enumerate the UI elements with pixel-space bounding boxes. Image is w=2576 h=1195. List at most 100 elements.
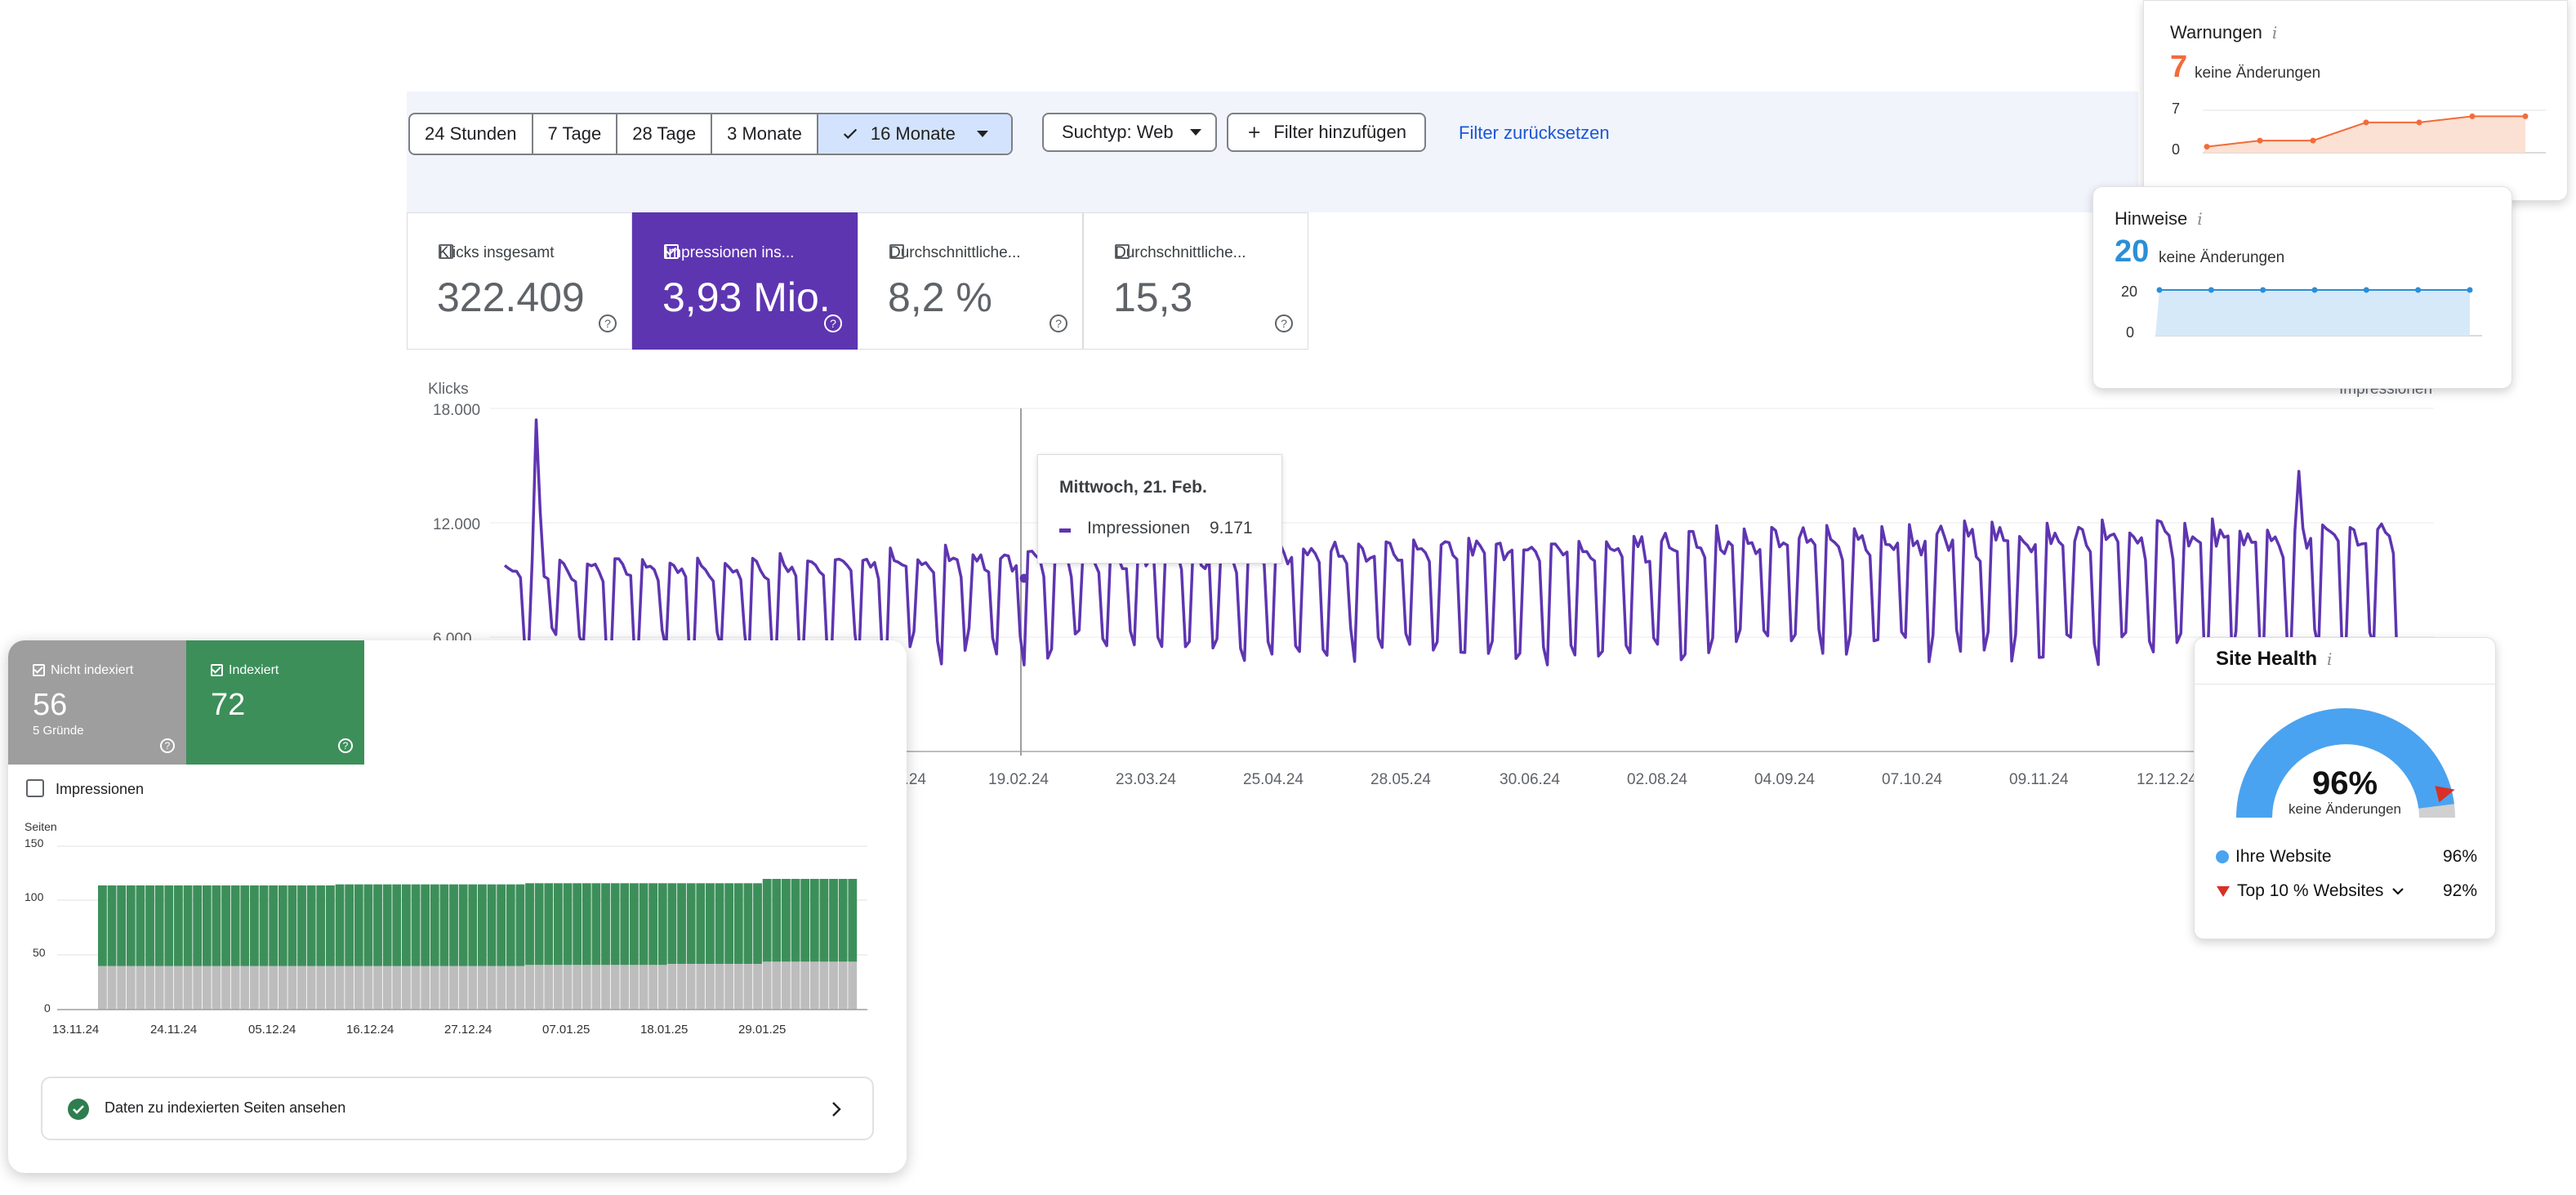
- help-icon[interactable]: ?: [1050, 314, 1067, 332]
- not-indexed-bar: [848, 961, 858, 1010]
- plus-icon: [1249, 127, 1260, 138]
- indexed-bar: [382, 884, 392, 966]
- info-icon[interactable]: i: [2197, 209, 2203, 229]
- y-tick-label: 12.000: [433, 516, 481, 533]
- warnings-card[interactable]: Warnungen i 7 keine Änderungen 7 0: [2143, 0, 2568, 201]
- x-tick-label: 04.09.24: [1754, 771, 1815, 788]
- not-indexed-bar: [582, 965, 591, 1010]
- help-icon[interactable]: ?: [160, 738, 175, 753]
- indexed-bar: [743, 883, 753, 964]
- not-indexed-bar: [544, 965, 554, 1010]
- range-16m-button[interactable]: 16 Monate: [818, 114, 1011, 154]
- indexed-bar: [667, 883, 677, 964]
- indexed-bar: [259, 885, 269, 966]
- not-indexed-bar: [382, 965, 392, 1010]
- not-indexed-tile[interactable]: Nicht indexiert 56 5 Gründe ?: [8, 640, 186, 765]
- metric-checkbox[interactable]: [439, 244, 453, 259]
- metric-checkbox[interactable]: [889, 244, 904, 259]
- indexed-bar: [544, 883, 554, 965]
- view-indexed-pages-button[interactable]: Daten zu indexierten Seiten ansehen: [41, 1077, 874, 1140]
- not-indexed-bar: [573, 965, 582, 1010]
- info-icon[interactable]: i: [2271, 23, 2278, 42]
- metric-checkbox[interactable]: [664, 244, 679, 259]
- not-indexed-bar: [107, 965, 117, 1010]
- metric-card-clicks[interactable]: Klicks insgesamt 322.409 ?: [407, 212, 632, 350]
- not-indexed-bar: [772, 961, 782, 1010]
- x-tick-label: 25.04.24: [1243, 771, 1304, 788]
- help-icon[interactable]: ?: [824, 314, 842, 332]
- not-indexed-bar: [506, 965, 515, 1010]
- indexed-bar: [373, 884, 382, 966]
- not-indexed-bar: [98, 965, 107, 1010]
- range-24h-button[interactable]: 24 Stunden: [410, 114, 533, 154]
- metric-checkbox[interactable]: [1115, 244, 1130, 259]
- metric-card-position[interactable]: Durchschnittliche... 15,3 ?: [1083, 212, 1308, 350]
- range-3m-button[interactable]: 3 Monate: [712, 114, 818, 154]
- info-icon[interactable]: i: [2327, 649, 2333, 669]
- indexed-value: 72: [211, 688, 246, 722]
- legend-top-sites[interactable]: Top 10 % Websites 92%: [2216, 881, 2477, 901]
- not-indexed-bar: [563, 965, 573, 1010]
- indexed-bar: [610, 883, 620, 965]
- indexed-bar: [183, 885, 193, 966]
- indexed-bar: [715, 883, 724, 964]
- reset-filter-link[interactable]: Filter zurücksetzen: [1459, 123, 1610, 143]
- notices-count: 20: [2115, 234, 2150, 269]
- not-indexed-bar: [809, 961, 819, 1010]
- y-axis-title: Seiten: [25, 820, 57, 833]
- search-type-dropdown[interactable]: Suchtyp: Web: [1042, 113, 1217, 152]
- notices-card[interactable]: Hinweise i 20 keine Änderungen 20 0: [2092, 186, 2512, 389]
- not-indexed-bar: [696, 964, 706, 1010]
- metric-label-text: Impressionen ins...: [664, 244, 795, 261]
- not-indexed-bar: [620, 965, 630, 1010]
- not-indexed-checkbox[interactable]: [33, 664, 45, 676]
- warnings-y-tick: 0: [2172, 141, 2181, 158]
- not-indexed-bar: [354, 965, 363, 1010]
- not-indexed-value: 56: [33, 688, 68, 722]
- indexed-bar: [392, 884, 402, 966]
- indexed-bar: [430, 884, 439, 966]
- not-indexed-bar: [525, 965, 534, 1010]
- not-indexed-bar: [392, 965, 402, 1010]
- legend-label: Top 10 % Websites: [2237, 881, 2384, 900]
- indexed-bar: [591, 883, 601, 965]
- indexed-bar: [193, 885, 203, 966]
- not-indexed-bar: [733, 964, 743, 1010]
- warnings-y-tick: 7: [2172, 100, 2181, 117]
- sparkline-point: [2311, 287, 2318, 293]
- indexed-checkbox[interactable]: [211, 664, 223, 676]
- metric-card-ctr[interactable]: Durchschnittliche... 8,2 % ?: [858, 212, 1083, 350]
- warnings-count: 7: [2170, 50, 2188, 84]
- not-indexed-bar: [743, 964, 753, 1010]
- not-indexed-bar: [212, 965, 221, 1010]
- help-icon[interactable]: ?: [338, 738, 353, 753]
- indexed-bar: [411, 884, 421, 966]
- triangle-down-icon: [2217, 886, 2230, 897]
- tooltip-date: Mittwoch, 21. Feb.: [1059, 478, 1207, 497]
- range-28d-button[interactable]: 28 Tage: [617, 114, 713, 154]
- indexed-bar: [677, 883, 686, 964]
- not-indexed-bar: [145, 965, 154, 1010]
- indexed-tile[interactable]: Indexiert 72 ?: [186, 640, 364, 765]
- range-16m-label: 16 Monate: [870, 123, 956, 144]
- warnings-change: keine Änderungen: [2195, 65, 2321, 82]
- not-indexed-bar: [657, 965, 667, 1010]
- sparkline-point: [2260, 287, 2266, 293]
- indexed-bar: [657, 883, 667, 965]
- add-filter-button[interactable]: Filter hinzufügen: [1227, 113, 1426, 152]
- not-indexed-bar: [677, 964, 686, 1010]
- chevron-down-icon[interactable]: [2391, 886, 2404, 896]
- metric-card-impressions[interactable]: Impressionen ins... 3,93 Mio. ?: [632, 212, 858, 350]
- site-health-card[interactable]: Site Health i 96% keine Änderungen Ihre W…: [2194, 637, 2496, 939]
- impressions-checkbox[interactable]: [26, 779, 44, 797]
- range-7d-button[interactable]: 7 Tage: [533, 114, 618, 154]
- chevron-down-icon: [976, 131, 988, 137]
- help-icon[interactable]: ?: [599, 314, 617, 332]
- indexed-bar: [819, 879, 829, 962]
- indexed-bar: [515, 884, 525, 966]
- indexed-bar: [829, 879, 838, 962]
- help-icon[interactable]: ?: [1275, 314, 1293, 332]
- indexing-card: Nicht indexiert 56 5 Gründe ? Indexiert …: [8, 640, 907, 1173]
- indexed-bar: [269, 885, 279, 966]
- indexed-bar: [316, 885, 326, 966]
